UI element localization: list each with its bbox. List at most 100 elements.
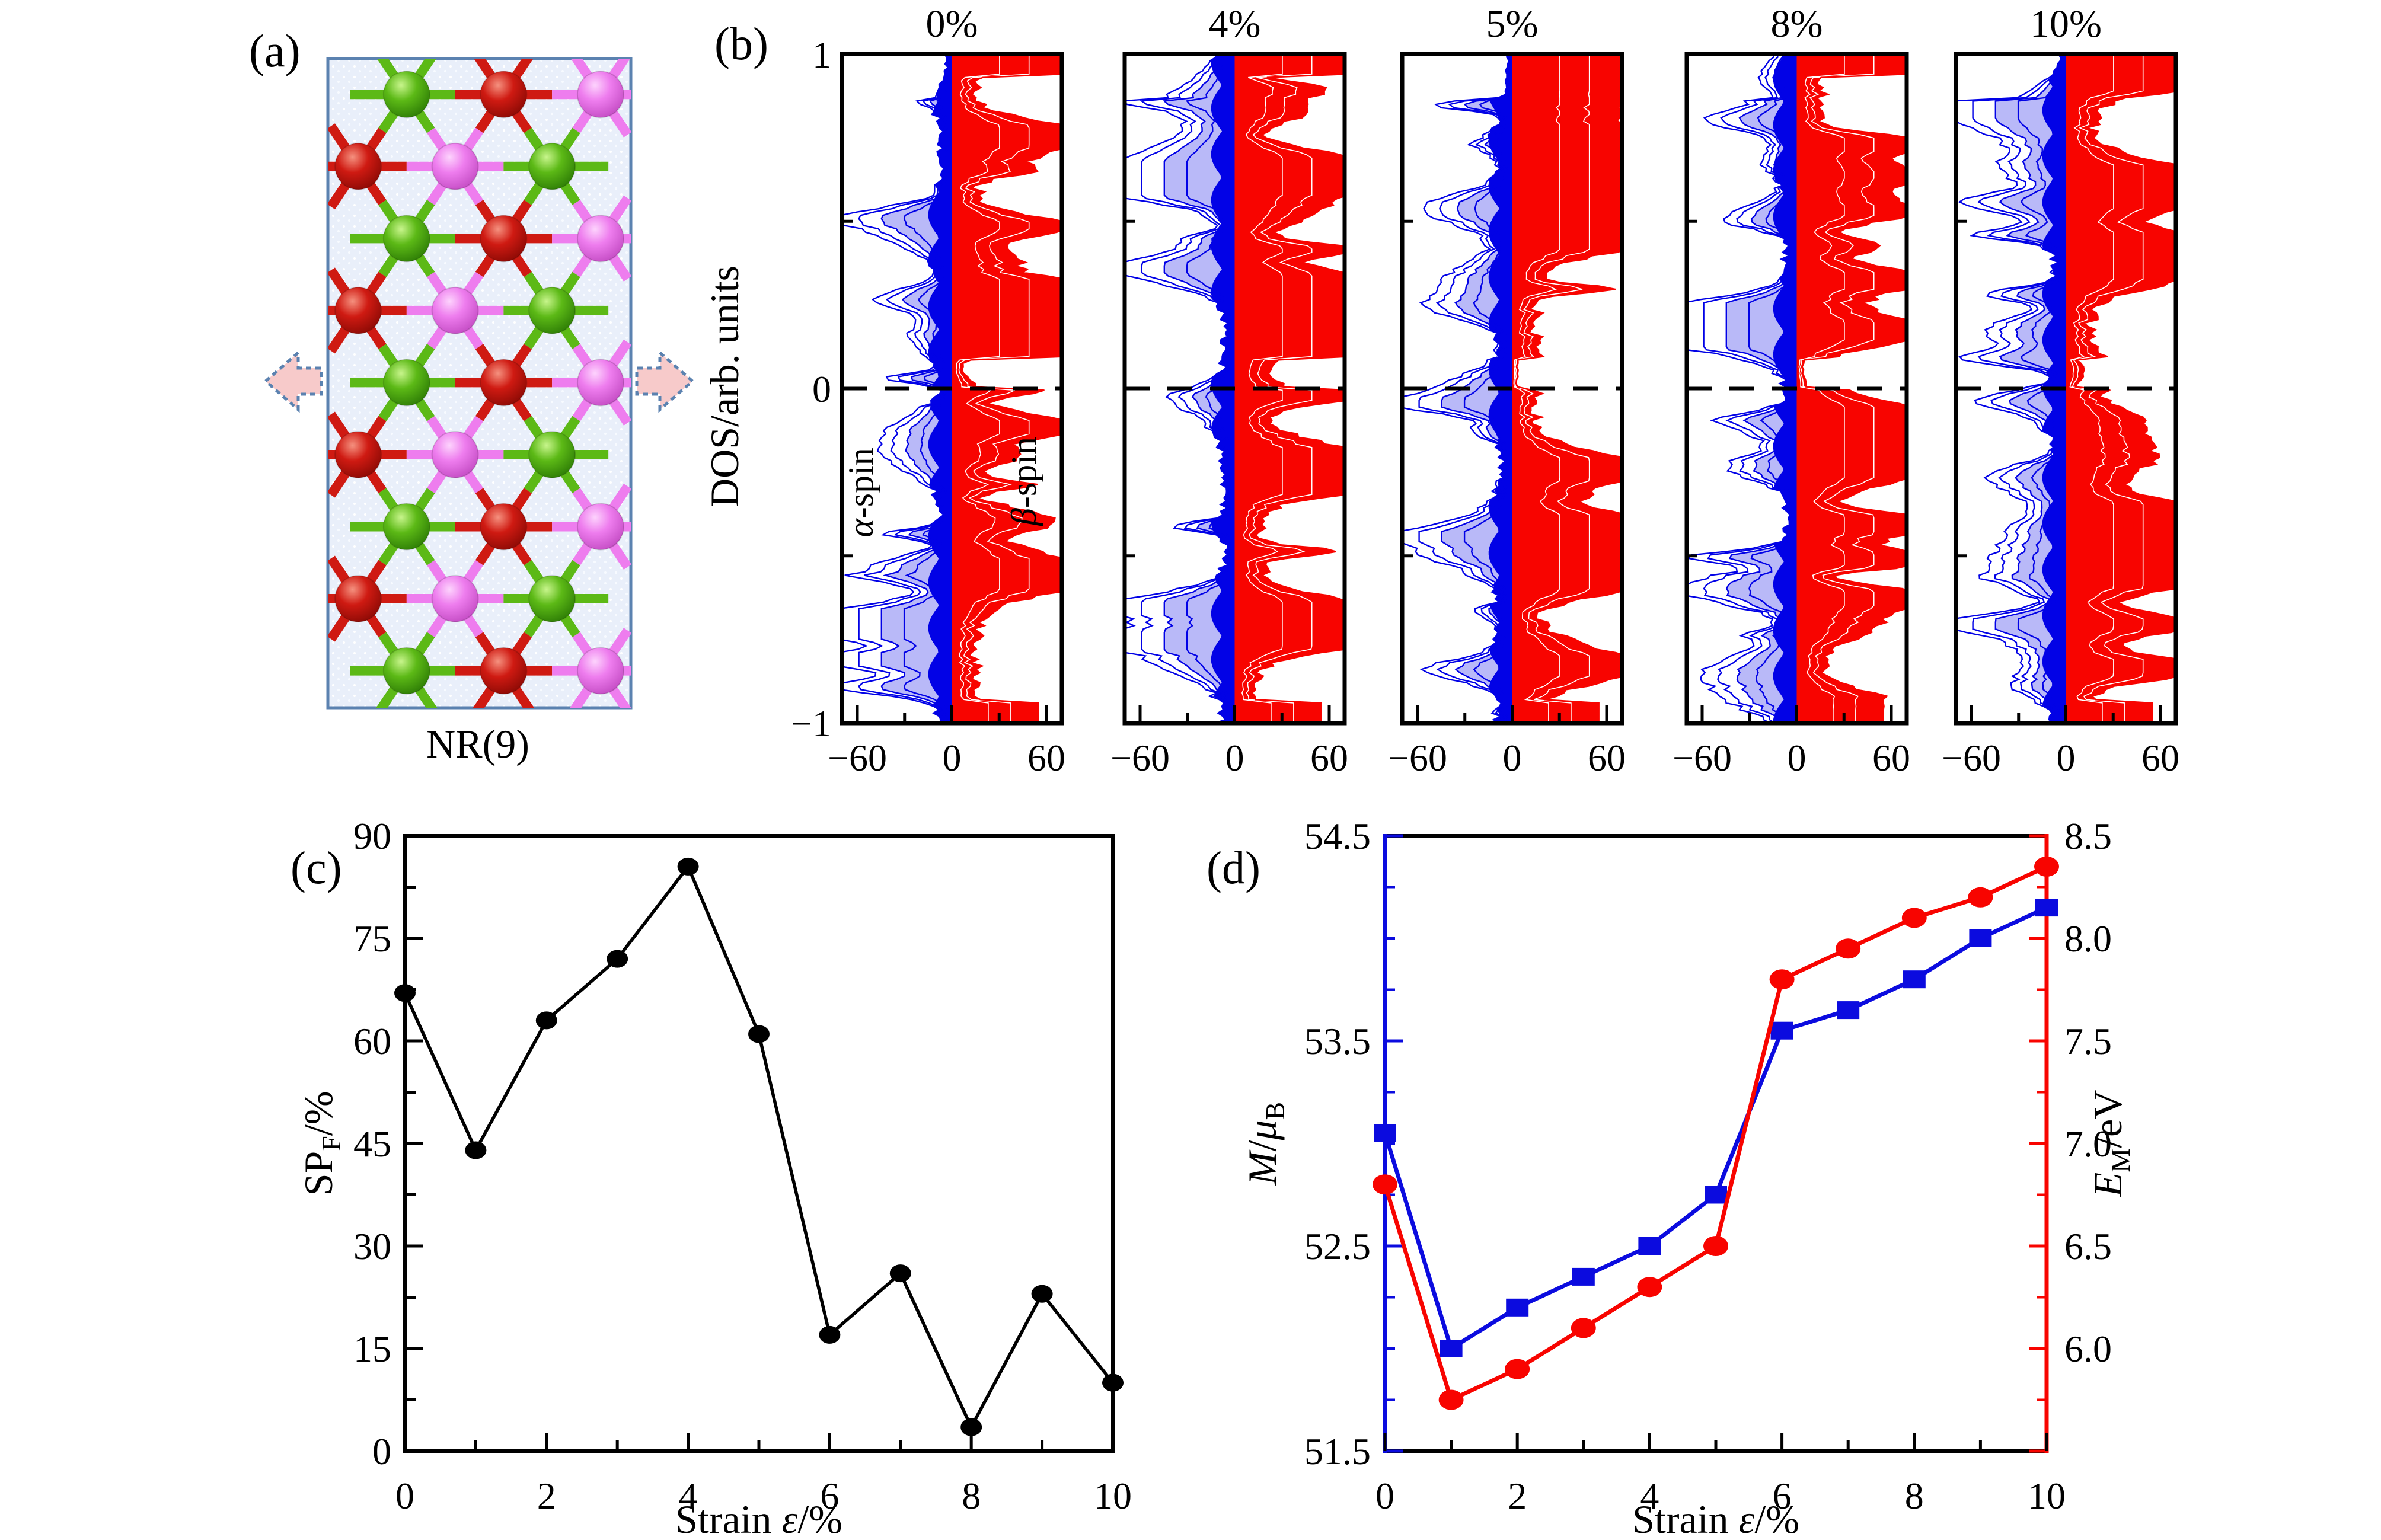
x-tick-label: 0 — [1375, 1475, 1394, 1517]
x-tick-label: 4 — [1640, 1475, 1659, 1517]
dos-xtick-label: −60 — [828, 737, 887, 779]
panel-b-label: (b) — [714, 18, 768, 69]
violet-atom — [576, 503, 624, 551]
sp-data-point — [1102, 1373, 1124, 1392]
x-tick-label: 8 — [1905, 1475, 1924, 1517]
green-atom — [528, 142, 576, 190]
beta-outline — [961, 74, 1062, 723]
left-y-tick-label: 54.5 — [1304, 815, 1371, 857]
alpha-fill — [1995, 54, 2066, 723]
y-tick-label: 75 — [353, 918, 391, 960]
x-tick-label: 0 — [395, 1475, 414, 1517]
violet-atom — [576, 215, 624, 263]
alpha-curve — [1402, 54, 1510, 723]
violet-atom — [431, 286, 479, 334]
sp-data-line — [403, 865, 1115, 1429]
x-tick-label: 2 — [1508, 1475, 1527, 1517]
green-atom — [528, 575, 576, 623]
dos-panel-title: 0% — [926, 2, 978, 46]
moment-data-point — [1903, 970, 1926, 989]
y-tick-label: 90 — [353, 815, 391, 857]
dos-panel-title: 4% — [1209, 2, 1261, 46]
beta-texture — [2069, 54, 2114, 723]
sp-data-point — [1031, 1285, 1053, 1303]
dos-panel-10%: −60 0 60 10% — [1942, 2, 2179, 779]
energy-data-point — [1438, 1389, 1464, 1410]
left-y-tick-label: 53.5 — [1304, 1020, 1371, 1062]
y-tick-label: 15 — [353, 1328, 391, 1370]
sp-data-point — [465, 1141, 487, 1159]
sp-data-point — [748, 1025, 770, 1043]
right-y-tick-label: 8.5 — [2064, 815, 2112, 857]
energy-data-point — [1703, 1236, 1728, 1256]
moment-data-point — [1705, 1186, 1727, 1204]
energy-data-point — [1637, 1277, 1662, 1298]
moment-data-point — [1770, 1021, 1793, 1040]
nanoribbon-structure-panel — [263, 57, 695, 710]
green-atom — [528, 430, 576, 478]
red-atom — [334, 575, 382, 623]
red-atom — [480, 503, 528, 551]
dos-xtick-label: 0 — [2057, 737, 2076, 779]
dos-xtick-label: −60 — [1110, 737, 1170, 779]
moment-data-point — [2035, 899, 2058, 917]
red-atom — [480, 215, 528, 263]
energy-data-point — [1836, 938, 1861, 959]
alpha-fill — [1441, 54, 1512, 723]
dos-panel-5%: −60 0 60 5% — [1388, 2, 1626, 779]
violet-atom — [431, 430, 479, 478]
strain-arrow-right-icon — [635, 349, 695, 413]
dos-panels: −60 0 60 0% −60 0 60 4% −60 0 60 5% −60 0 60 8% −60 0 60 10… — [828, 2, 2179, 779]
dos-xtick-label: 60 — [1310, 737, 1348, 779]
beta-spin-dos-area — [2066, 54, 2176, 723]
dos-panel-8%: −60 0 60 8% — [1673, 2, 1910, 779]
right-y-tick-label: 6.5 — [2064, 1225, 2112, 1267]
alpha-curve — [1162, 54, 1232, 723]
beta-texture — [1514, 54, 1590, 723]
right-y-tick-label: 7.5 — [2064, 1020, 2112, 1062]
moment-data-point — [1969, 929, 1992, 947]
x-tick-label: 10 — [1094, 1475, 1132, 1517]
alpha-curve — [1972, 54, 2063, 723]
moment-data-point — [1440, 1340, 1463, 1357]
x-tick-label: 6 — [820, 1475, 839, 1517]
moment-data-point — [1837, 1001, 1860, 1020]
sp-data-point — [960, 1418, 982, 1436]
dos-xtick-label: 0 — [943, 737, 962, 779]
green-atom — [382, 215, 430, 263]
strain-arrow-left-icon — [263, 349, 323, 413]
structure-caption: NR(9) — [426, 721, 529, 766]
moment-data-point — [1374, 1124, 1396, 1142]
moment-energy-chart: 51.5 52.5 53.5 54.5 6.0 6.5 7.0 7.5 8.0 8.5 0 2 4 6 8 1… — [1304, 815, 2112, 1517]
violet-atom — [576, 359, 624, 407]
spin-polarization-chart: 0 15 30 45 60 75 90 0 2 4 6 8 10 — [353, 815, 1132, 1517]
green-atom — [382, 359, 430, 407]
dos-panel-title: 10% — [2030, 2, 2102, 46]
dos-panel-title: 5% — [1486, 2, 1539, 46]
panel-d-label: (d) — [1207, 842, 1260, 893]
sp-data-point — [819, 1325, 841, 1344]
green-atom — [528, 286, 576, 334]
red-atom — [334, 430, 382, 478]
beta-texture — [1798, 54, 1845, 723]
sp-y-axis-label: SPF/% — [296, 1091, 346, 1196]
sp-data-point — [677, 857, 699, 876]
panel-a-label: (a) — [249, 25, 301, 76]
panel-c-label: (c) — [291, 842, 342, 893]
energy-data-point — [1505, 1359, 1530, 1379]
dos-xtick-label: 0 — [1503, 737, 1522, 779]
left-y-tick-label: 52.5 — [1304, 1225, 1371, 1267]
sp-data-point — [535, 1011, 557, 1030]
beta-spin-dos-area — [1796, 54, 1907, 723]
moment-data-point — [1572, 1267, 1595, 1286]
alpha-curve — [1463, 54, 1512, 723]
red-atom — [480, 71, 528, 119]
violet-atom — [431, 575, 479, 623]
energy-data-point — [1571, 1318, 1596, 1338]
dos-xtick-label: 0 — [1788, 737, 1807, 779]
dos-y-axis-label: DOS/arb. units — [702, 266, 747, 507]
dos-xtick-label: −60 — [1388, 737, 1447, 779]
energy-y-axis-label: EM/eV — [2085, 1090, 2136, 1198]
left-y-tick-label: 51.5 — [1304, 1430, 1371, 1472]
